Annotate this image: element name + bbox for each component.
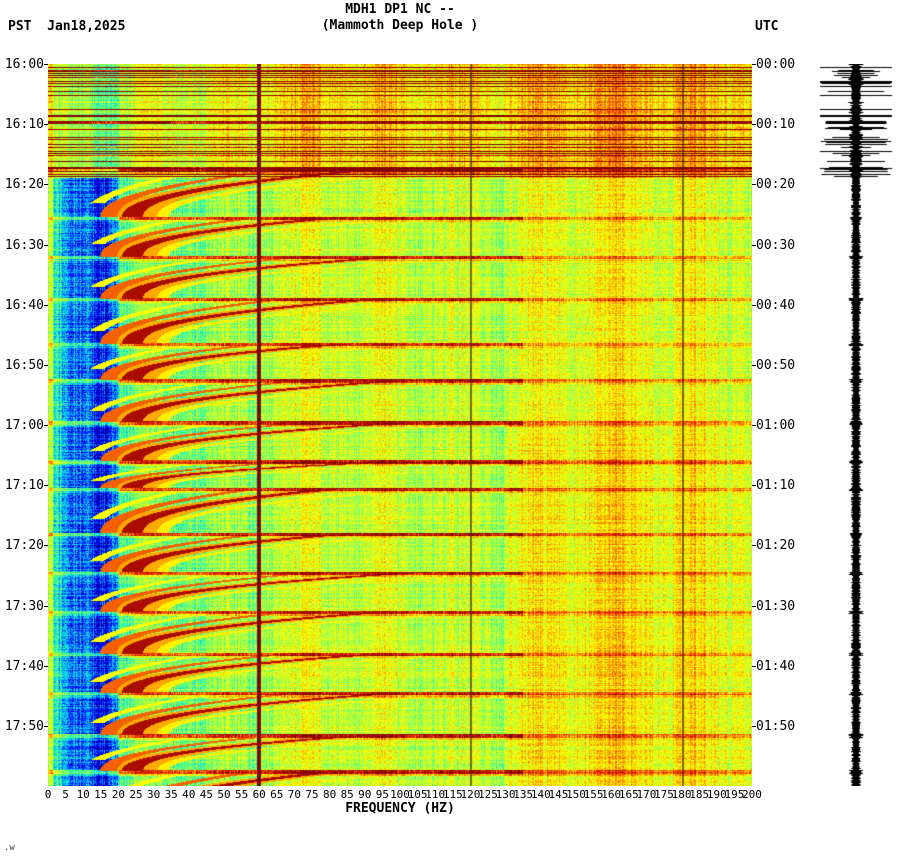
frequency-tick-label: 65	[270, 788, 284, 801]
right-time-tick: 01:40	[756, 658, 796, 674]
frequency-tick-label: 15	[94, 788, 108, 801]
right-time-tick: 00:40	[756, 297, 796, 313]
time-tick-mark	[752, 184, 756, 186]
time-tick-mark	[752, 665, 756, 667]
frequency-tick-label: 145	[548, 788, 569, 801]
time-tick-mark	[752, 304, 756, 306]
frequency-tick-label: 165	[618, 788, 639, 801]
page-title: MDH1 DP1 NC --	[345, 2, 455, 17]
time-tick-mark	[44, 725, 48, 727]
time-tick-mark	[44, 244, 48, 246]
right-time-tick: 01:00	[756, 418, 796, 433]
frequency-tick-label: 125	[478, 788, 498, 801]
frequency-tick-label: 180	[671, 788, 692, 801]
time-tick-mark	[752, 64, 756, 65]
time-tick-mark	[752, 605, 756, 607]
frequency-tick-label: 130	[495, 788, 516, 801]
time-tick-mark	[752, 425, 756, 426]
frequency-tick-label: 200	[742, 788, 762, 801]
time-tick-mark	[44, 545, 48, 547]
left-time-tick: 16:10	[4, 117, 44, 133]
time-tick-mark	[752, 485, 756, 487]
left-time-tick: 16:40	[4, 297, 44, 313]
right-time-tick: 01:20	[756, 538, 796, 554]
time-tick-mark	[752, 545, 756, 547]
frequency-tick-label: 185	[689, 788, 710, 801]
frequency-tick-label: 70	[287, 788, 302, 801]
frequency-tick-label: 35	[164, 788, 178, 801]
frequency-tick-label: 25	[129, 788, 143, 801]
frequency-tick-label: 30	[146, 788, 161, 801]
frequency-tick-label: 135	[513, 788, 534, 801]
frequency-tick-label: 5	[62, 788, 69, 801]
left-time-tick: 17:40	[4, 658, 44, 674]
right-time-tick: 00:50	[756, 357, 796, 373]
right-time-tick: 00:20	[756, 177, 796, 193]
frequency-axis-label: FREQUENCY (HZ)	[345, 801, 455, 816]
frequency-tick-label: 75	[305, 788, 319, 801]
frequency-tick-label: 120	[460, 788, 481, 801]
left-time-tick: 17:30	[4, 598, 44, 614]
time-tick-mark	[44, 184, 48, 186]
time-tick-mark	[44, 304, 48, 306]
frequency-tick-label: 60	[252, 788, 266, 801]
time-tick-mark	[44, 485, 48, 487]
utc-label: UTC	[755, 19, 779, 34]
time-tick-mark	[44, 364, 48, 366]
frequency-tick-label: 0	[44, 788, 52, 801]
left-time-tick: 16:50	[4, 357, 44, 373]
frequency-tick-label: 160	[601, 788, 622, 801]
time-tick-mark	[752, 725, 756, 727]
right-time-tick: 00:30	[756, 237, 796, 253]
right-time-tick: 00:10	[756, 117, 796, 133]
frequency-tick-label: 150	[566, 788, 586, 801]
frequency-tick-label: 95	[375, 788, 390, 801]
frequency-tick-label: 110	[425, 788, 446, 801]
right-time-tick: 01:10	[756, 478, 796, 494]
right-time-tick: 00:00	[756, 57, 796, 72]
seismogram-trace-canvas	[818, 64, 902, 786]
right-time-tick: 01:50	[756, 718, 796, 734]
left-time-tick: 17:20	[4, 538, 44, 554]
left-time-tick: 17:10	[4, 478, 44, 494]
frequency-tick-label: 80	[322, 788, 337, 801]
left-time-tick: 16:30	[4, 237, 44, 253]
left-time-tick: 17:00	[4, 418, 44, 433]
frequency-tick-label: 45	[199, 788, 214, 801]
frequency-tick-label: 195	[724, 788, 745, 801]
frequency-tick-label: 90	[358, 788, 372, 801]
frequency-tick-label: 100	[390, 788, 410, 801]
time-tick-mark	[752, 124, 756, 126]
frequency-tick-label: 175	[654, 788, 674, 801]
time-tick-mark	[752, 244, 756, 246]
time-tick-mark	[44, 64, 48, 65]
frequency-tick-label: 40	[182, 788, 196, 801]
spectrogram-canvas	[48, 64, 752, 786]
frequency-tick-label: 55	[234, 788, 249, 801]
frequency-tick-label: 20	[111, 788, 126, 801]
frequency-tick-label: 10	[76, 788, 90, 801]
time-tick-mark	[44, 605, 48, 607]
frequency-tick-label: 155	[583, 788, 604, 801]
frequency-tick-label: 115	[442, 788, 463, 801]
timezone-date-label: PST Jan18,2025	[8, 19, 126, 34]
left-time-tick: 16:00	[4, 57, 44, 72]
time-tick-mark	[44, 665, 48, 667]
frequency-tick-label: 105	[407, 788, 428, 801]
frequency-tick-label: 170	[636, 788, 657, 801]
frequency-tick-label: 140	[530, 788, 551, 801]
time-tick-mark	[752, 364, 756, 366]
page-subtitle: (Mammoth Deep Hole )	[321, 18, 479, 33]
corner-mark: .w	[4, 843, 15, 853]
time-tick-mark	[44, 124, 48, 126]
time-tick-mark	[44, 425, 48, 426]
left-time-tick: 16:20	[4, 177, 44, 193]
left-time-tick: 17:50	[4, 718, 44, 734]
frequency-tick-label: 190	[706, 788, 727, 801]
frequency-tick-label: 50	[217, 788, 231, 801]
frequency-tick-label: 85	[340, 788, 354, 801]
right-time-tick: 01:30	[756, 598, 796, 614]
